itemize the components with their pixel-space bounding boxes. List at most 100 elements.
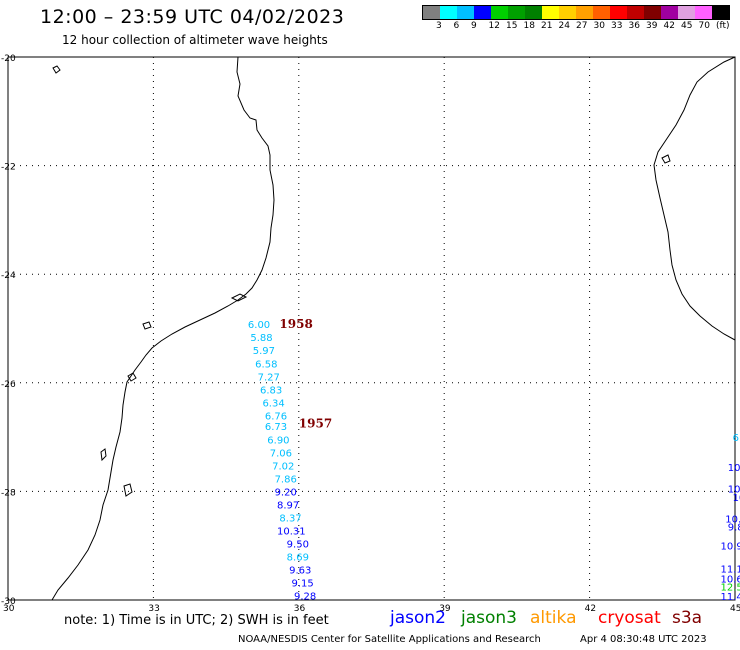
wave-height-value: 9.8 xyxy=(728,523,740,534)
legend-label: 24 xyxy=(558,21,570,31)
wave-height-value: 10.31 xyxy=(277,526,306,537)
legend-swatch xyxy=(423,6,440,19)
legend-label: 3 xyxy=(436,21,442,31)
legend-swatch xyxy=(661,6,678,19)
legend-swatch xyxy=(491,6,508,19)
lat-label: -20 xyxy=(1,54,16,64)
lon-label: 33 xyxy=(148,604,159,614)
lat-label: -28 xyxy=(1,488,16,498)
legend-label: 15 xyxy=(506,21,518,31)
map-title: 12:00 – 23:59 UTC 04/02/2023 xyxy=(40,6,345,28)
wave-height-value: 11.4 xyxy=(720,592,740,603)
legend-swatch xyxy=(525,6,542,19)
longitude-labels: 30 33 36 39 42 45 xyxy=(3,604,740,614)
legend-label: 21 xyxy=(541,21,553,31)
legend-label: 36 xyxy=(628,21,640,31)
lon-label: 30 xyxy=(3,604,15,614)
legend-swatch xyxy=(712,6,729,19)
coastline-africa xyxy=(51,56,275,601)
coastline-islands xyxy=(52,65,248,497)
legend-label: 42 xyxy=(663,21,675,31)
legend-label: (ft) xyxy=(716,21,730,31)
legend-swatch xyxy=(508,6,525,19)
wave-height-value: 9.15 xyxy=(292,579,314,590)
wave-height-value: 6.76 xyxy=(265,411,287,422)
wave-height-value: 12.5 xyxy=(720,582,740,593)
legend-label: 45 xyxy=(681,21,693,31)
satellite-name: jason2 xyxy=(390,608,446,628)
wave-height-value: 6.73 xyxy=(265,422,287,433)
wave-height-value: 7.86 xyxy=(275,474,297,485)
legend-swatch xyxy=(474,6,491,19)
wave-height-value: 10. xyxy=(725,515,740,526)
lat-label: -30 xyxy=(1,597,16,607)
legend-label: 18 xyxy=(523,21,535,31)
wave-height-value: 9.20 xyxy=(275,487,297,498)
latitude-labels: -20 -22 -24 -26 -28 -30 xyxy=(1,54,16,607)
lon-label: 42 xyxy=(585,604,596,614)
legend-swatch xyxy=(542,6,559,19)
wave-height-value: 10 xyxy=(728,485,740,496)
lat-label: -24 xyxy=(1,271,16,281)
lat-label: -26 xyxy=(1,380,16,390)
wave-height-value: 11.1 xyxy=(720,565,740,576)
lon-label: 36 xyxy=(294,604,306,614)
track-time-label: 1958 xyxy=(279,317,312,331)
legend-swatch xyxy=(576,6,593,19)
satellite-name: jason3 xyxy=(461,608,517,628)
wave-height-value: 5.97 xyxy=(253,346,275,357)
legend-label: 27 xyxy=(576,21,588,31)
wave-height-value: 10 xyxy=(733,493,740,504)
track-time-label: 1957 xyxy=(299,417,332,431)
wave-height-value: 6.58 xyxy=(255,359,277,370)
wave-height-value: 8.37 xyxy=(279,513,301,524)
legend-swatch xyxy=(644,6,661,19)
timestamp-text: Apr 4 08:30:48 UTC 2023 xyxy=(580,634,707,645)
wave-height-value: 9.50 xyxy=(287,540,309,551)
legend-label: 33 xyxy=(611,21,623,31)
map-subtitle: 12 hour collection of altimeter wave hei… xyxy=(62,33,328,47)
legend-label: 9 xyxy=(471,21,477,31)
wave-height-value: 9.63 xyxy=(289,566,311,577)
legend-swatch xyxy=(559,6,576,19)
wave-height-observations: 6.00 5.88 5.97 6.58 7.27 6.83 6.34 6.766.73 6.90… xyxy=(248,317,740,603)
legend-label: 39 xyxy=(646,21,658,31)
wave-height-value: 10.6 xyxy=(720,574,740,585)
wave-height-value: 7.02 xyxy=(272,461,294,472)
legend-swatch xyxy=(678,6,695,19)
color-legend xyxy=(422,5,730,20)
legend-label: 12 xyxy=(488,21,500,31)
satellite-name: altika xyxy=(530,608,577,628)
legend-label: 30 xyxy=(593,21,605,31)
satellite-name: s3a xyxy=(672,608,703,628)
legend-swatch xyxy=(695,6,712,19)
map-frame xyxy=(7,56,736,601)
wave-height-value: 6.34 xyxy=(262,398,284,409)
lon-label: 45 xyxy=(730,604,740,614)
wave-height-value: 8.69 xyxy=(287,553,309,564)
legend-label: 6 xyxy=(453,21,460,31)
legend-swatch xyxy=(440,6,457,19)
wave-height-value: 10.9 xyxy=(720,542,740,553)
satellite-name: cryosat xyxy=(598,608,661,628)
color-legend-labels: 3 6 9 12 15 18 21 24 27 30 33 36 39 42 45 70 (ft) xyxy=(422,21,740,35)
credit-text: NOAA/NESDIS Center for Satellite Applica… xyxy=(238,634,541,645)
legend-swatch xyxy=(457,6,474,19)
wave-height-value: 8.97 xyxy=(277,500,299,511)
footer-note: note: 1) Time is in UTC; 2) SWH is in fe… xyxy=(64,613,329,628)
legend-swatch xyxy=(610,6,627,19)
wave-height-value: 6.00 xyxy=(248,320,270,331)
wave-height-value: 10 xyxy=(728,463,740,474)
wave-height-value: 6.90 xyxy=(267,435,289,446)
wave-height-value: 6 xyxy=(733,433,739,444)
lon-label: 39 xyxy=(439,604,451,614)
wave-height-value: 9.28 xyxy=(294,592,316,603)
map-grid xyxy=(8,57,735,600)
wave-height-value: 6.83 xyxy=(260,385,282,396)
wave-height-value: 7.27 xyxy=(258,372,280,383)
wave-height-value: 5.88 xyxy=(250,333,272,344)
legend-swatch xyxy=(627,6,644,19)
coastline-madagascar xyxy=(653,56,736,341)
legend-swatch xyxy=(593,6,610,19)
